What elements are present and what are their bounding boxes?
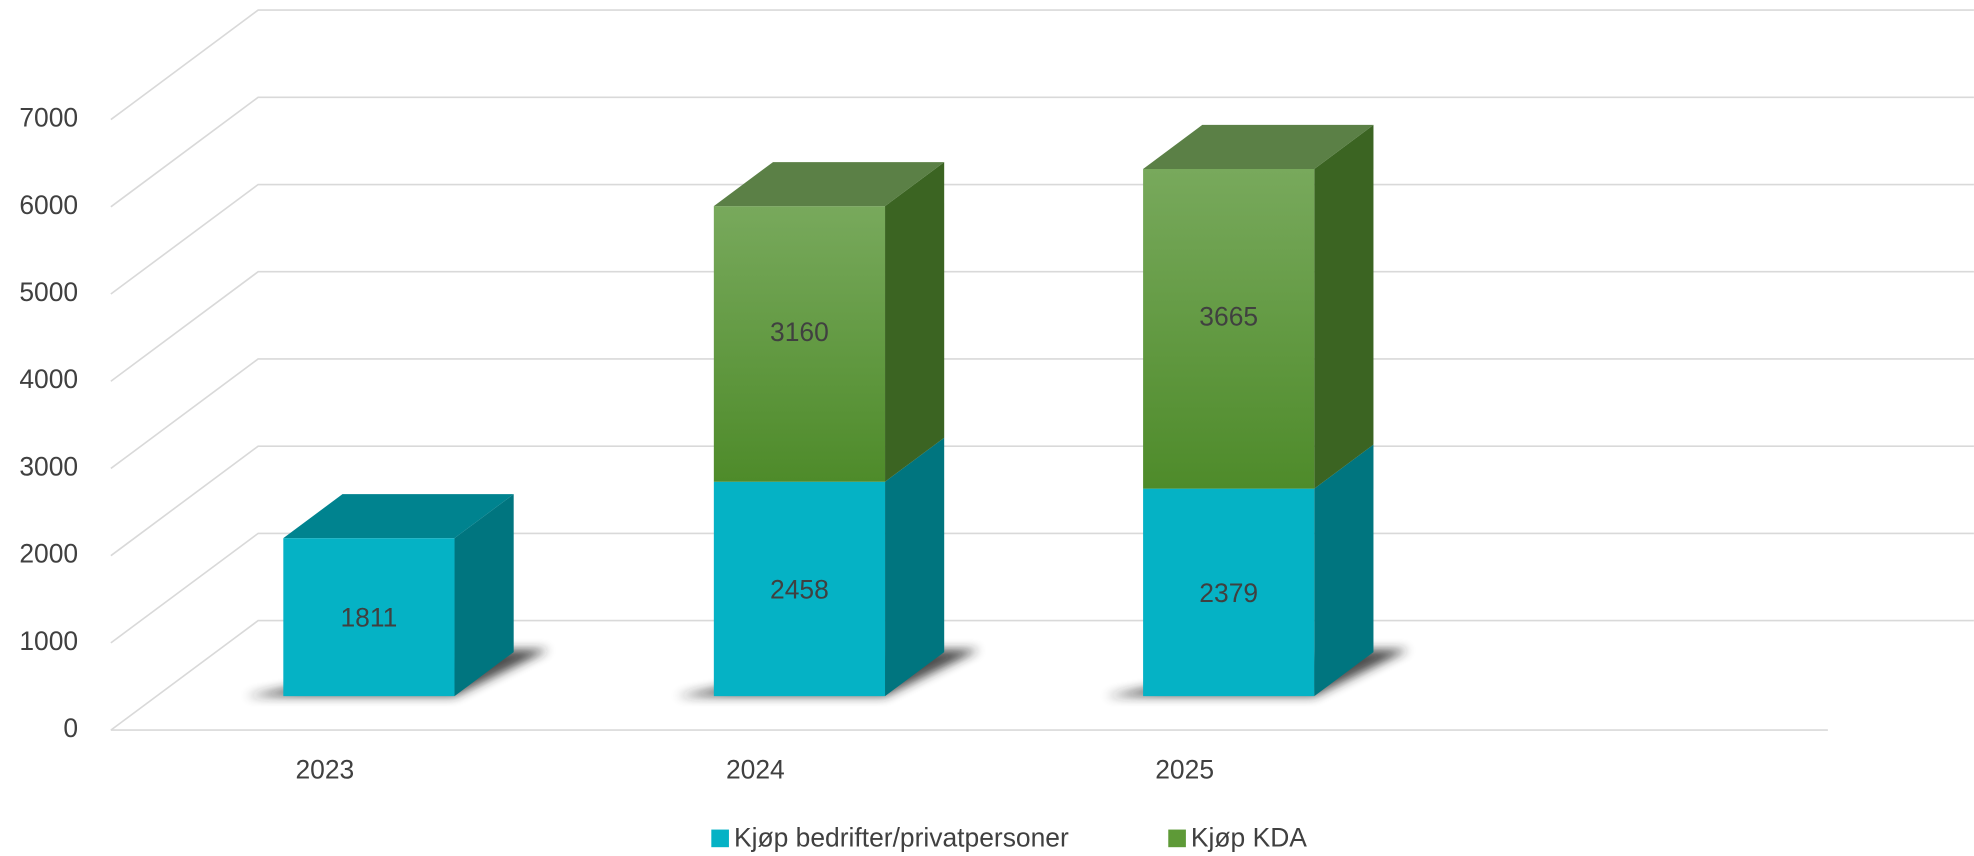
y-tick-label: 2000 <box>19 539 78 569</box>
y-tick-label: 6000 <box>19 190 78 220</box>
grid-line <box>110 445 1974 557</box>
data-label: 1811 <box>341 603 398 633</box>
y-tick-label: 1000 <box>19 626 78 656</box>
bar-side <box>1314 444 1374 697</box>
data-label: 3665 <box>1199 302 1258 332</box>
data-label: 2379 <box>1199 578 1258 608</box>
legend-swatch <box>711 829 729 848</box>
plot: 0 1000 2000 3000 4000 5000 6000 7000 2023 1811 202… <box>19 9 1974 853</box>
bar-side <box>885 437 945 697</box>
x-tick-label: 2024 <box>726 755 785 785</box>
grid-line <box>110 358 1974 470</box>
grid-line <box>110 270 1974 382</box>
data-label: 3160 <box>770 317 829 347</box>
grid-line <box>110 96 1974 208</box>
y-tick-label: 7000 <box>19 103 78 133</box>
legend-swatch <box>1168 829 1186 848</box>
bar <box>1143 168 1315 489</box>
y-tick-label: 4000 <box>19 364 78 394</box>
data-label: 2458 <box>770 574 829 604</box>
bar <box>713 206 886 482</box>
bar-top <box>283 494 514 539</box>
bar-side <box>454 494 514 697</box>
grid-line <box>110 9 1974 121</box>
grid-line <box>110 532 1974 644</box>
bar-top <box>1143 124 1374 169</box>
x-tick-label: 2025 <box>1155 755 1214 785</box>
grid-line <box>110 183 1974 295</box>
bar <box>283 538 455 697</box>
bar <box>713 481 886 697</box>
bar <box>1143 488 1315 697</box>
bar-side <box>1314 124 1374 489</box>
y-tick-label: 5000 <box>19 277 78 307</box>
legend-label: Kjøp bedrifter/privatpersoner <box>734 823 1069 853</box>
grid-line <box>110 619 1974 731</box>
bar-side <box>885 162 945 482</box>
y-tick-label: 0 <box>63 713 78 743</box>
bar-top <box>713 162 945 207</box>
x-tick-label: 2023 <box>295 755 354 785</box>
legend-label: Kjøp KDA <box>1191 823 1307 853</box>
y-tick-label: 3000 <box>19 451 78 481</box>
